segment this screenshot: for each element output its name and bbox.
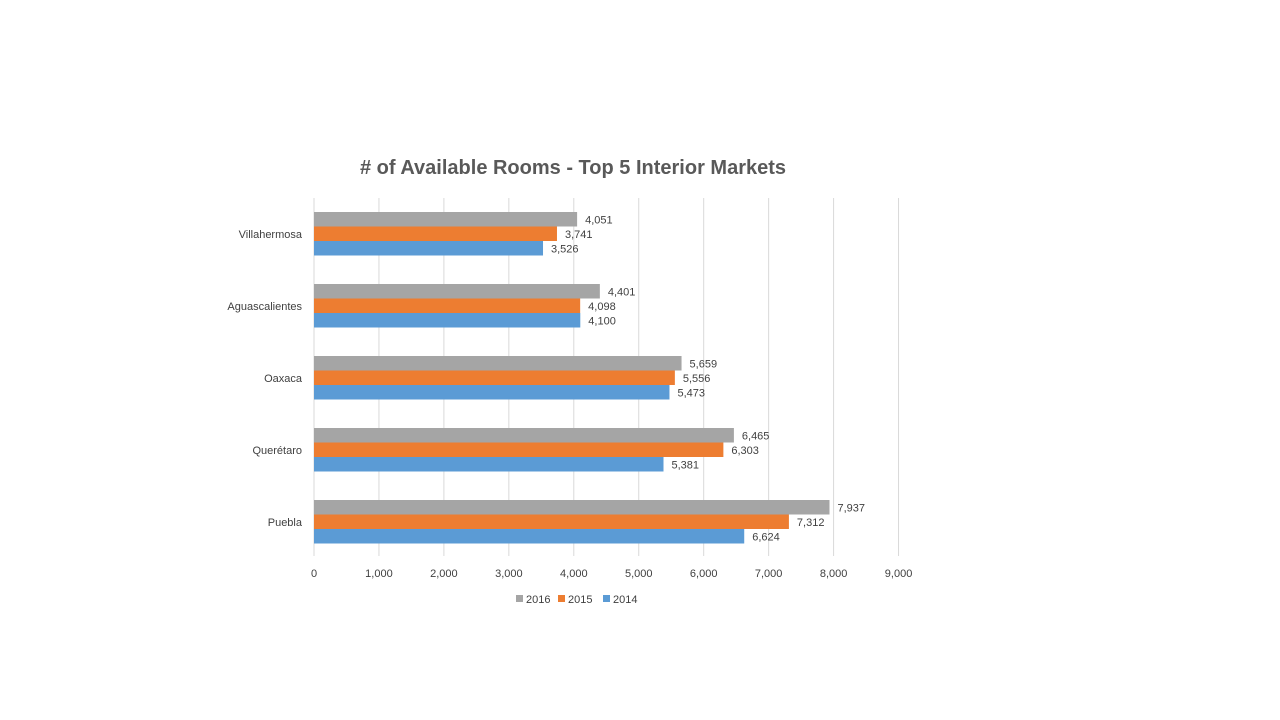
bar-2016-querétaro: [314, 428, 734, 443]
legend-label: 2015: [568, 594, 592, 606]
data-label: 3,526: [551, 243, 579, 255]
category-label: Oaxaca: [264, 373, 303, 385]
data-label: 7,312: [797, 517, 825, 529]
chart-title: # of Available Rooms - Top 5 Interior Ma…: [360, 157, 786, 179]
legend-swatch-2016: [516, 595, 523, 602]
bar-2014-querétaro: [314, 457, 664, 472]
x-tick-label: 1,000: [365, 568, 393, 580]
category-label: Puebla: [268, 517, 303, 529]
data-label: 5,381: [671, 459, 699, 471]
x-tick-label: 6,000: [690, 568, 718, 580]
data-label: 6,303: [731, 445, 759, 457]
data-label: 4,051: [585, 214, 613, 226]
data-label: 6,465: [742, 430, 770, 442]
data-label: 3,741: [565, 229, 593, 241]
bar-2014-villahermosa: [314, 241, 544, 256]
x-tick-label: 9,000: [885, 568, 913, 580]
x-tick-label: 5,000: [625, 568, 653, 580]
legend-label: 2014: [613, 594, 637, 606]
data-label: 5,556: [683, 373, 711, 385]
x-tick-label: 7,000: [755, 568, 783, 580]
category-label: Villahermosa: [239, 229, 303, 241]
legend-swatch-2014: [603, 595, 610, 602]
bar-2016-aguascalientes: [314, 284, 600, 299]
legend-label: 2016: [526, 594, 550, 606]
x-tick-label: 2,000: [430, 568, 458, 580]
bar-2016-puebla: [314, 500, 830, 515]
bar-2014-oaxaca: [314, 385, 670, 400]
x-tick-label: 8,000: [820, 568, 848, 580]
data-label: 4,100: [588, 315, 616, 327]
x-tick-label: 4,000: [560, 568, 588, 580]
x-tick-label: 0: [311, 568, 317, 580]
data-label: 5,473: [677, 387, 705, 399]
bar-2016-oaxaca: [314, 356, 682, 371]
bar-2014-aguascalientes: [314, 313, 581, 328]
data-label: 4,401: [608, 286, 636, 298]
data-label: 6,624: [752, 531, 780, 543]
category-label: Aguascalientes: [227, 301, 302, 313]
bar-2015-querétaro: [314, 442, 724, 457]
data-label: 5,659: [690, 358, 718, 370]
x-tick-label: 3,000: [495, 568, 523, 580]
data-label: 7,937: [838, 502, 866, 514]
bar-2015-villahermosa: [314, 226, 557, 241]
category-label: Querétaro: [252, 445, 302, 457]
legend-swatch-2015: [558, 595, 565, 602]
bar-2014-puebla: [314, 529, 745, 544]
data-label: 4,098: [588, 301, 616, 313]
bar-2015-puebla: [314, 514, 789, 529]
bar-2015-oaxaca: [314, 370, 675, 385]
bar-2016-villahermosa: [314, 212, 578, 227]
bar-2015-aguascalientes: [314, 298, 581, 313]
